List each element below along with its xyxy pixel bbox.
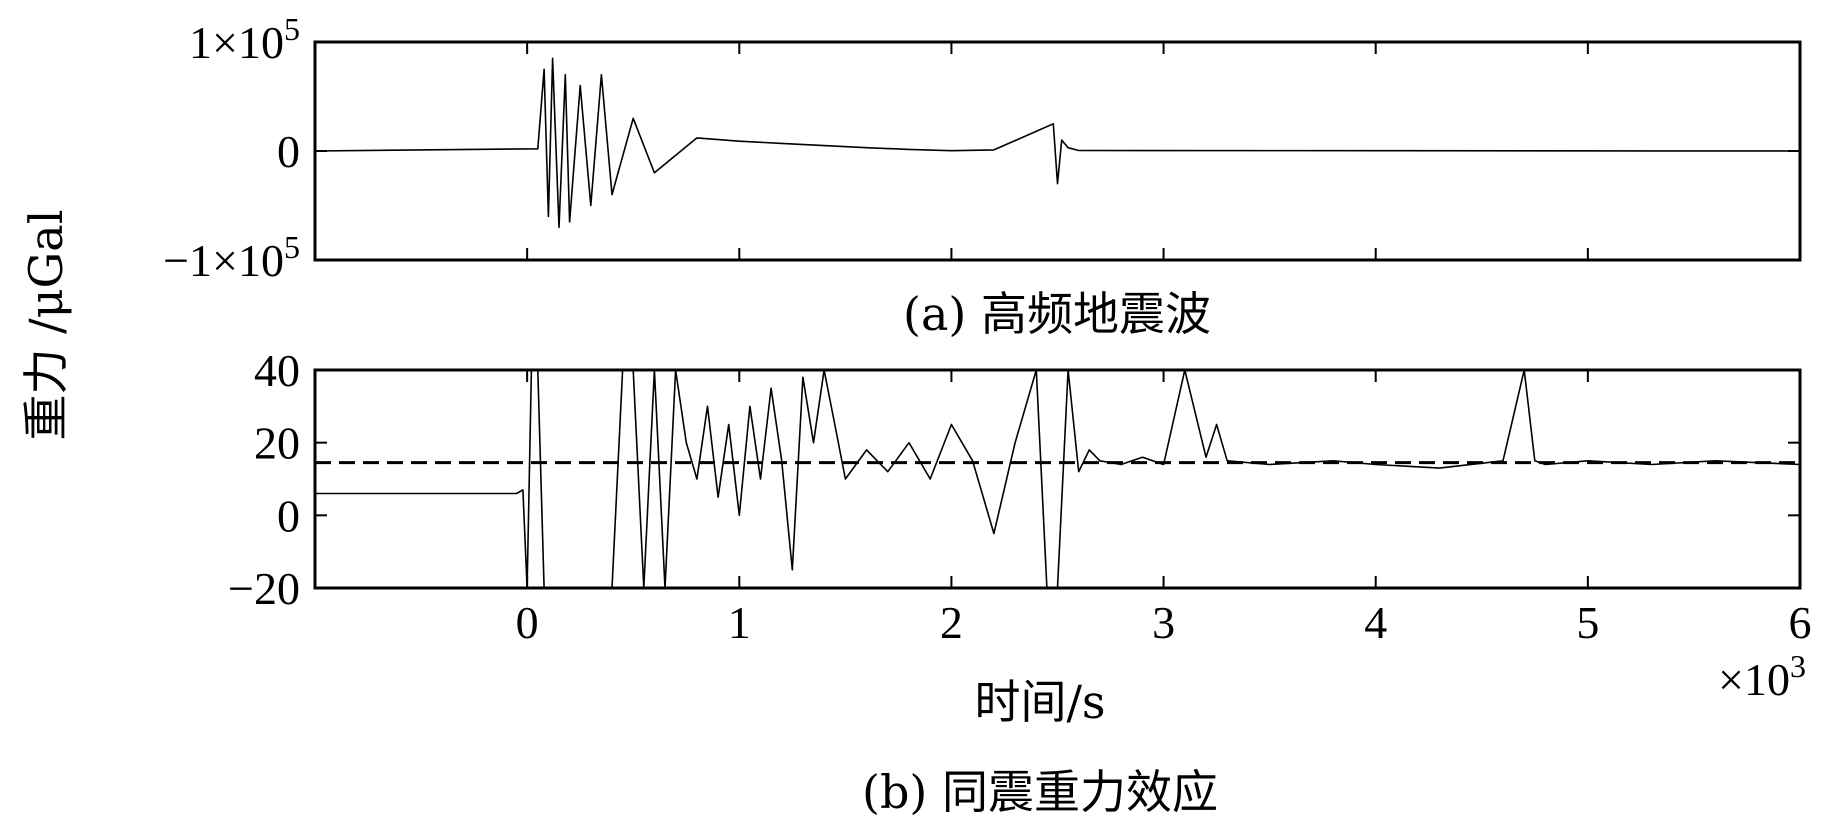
y-axis-label: 重力 /μGal	[19, 210, 73, 441]
x-axis-label: 时间/s	[974, 675, 1105, 729]
panel-b-plot-area	[315, 369, 1801, 589]
y-tick-label-times: ×	[212, 17, 238, 68]
y-tick-label-exp: 5	[284, 11, 300, 47]
panel-b-ticks	[315, 369, 1801, 589]
panel-b-x-tick-labels: 0 1 2 3 4 5 6	[516, 597, 1812, 648]
x-tick-label: 4	[1364, 597, 1387, 648]
x-axis-multiplier: ×103	[1718, 648, 1806, 705]
y-tick-label: 40	[254, 345, 300, 396]
y-tick-label: −1×105	[163, 229, 300, 286]
x-tick-label: 6	[1789, 597, 1812, 648]
panel-b-y-tick-labels: 40 20 0 −20	[228, 345, 300, 614]
x-tick-label: 2	[940, 597, 963, 648]
panel-b: 40 20 0 −20 0 1 2 3 4 5 6	[228, 345, 1811, 648]
panel-a-plot-area	[314, 57, 1801, 229]
y-tick-label: 20	[254, 418, 300, 469]
x-tick-label: 5	[1576, 597, 1599, 648]
y-tick-label: 0	[277, 490, 300, 541]
y-tick-label-times: ×	[212, 235, 238, 286]
y-tick-label-base: 10	[238, 235, 284, 286]
x-tick-label: 0	[516, 597, 539, 648]
series-line-solid	[315, 369, 1801, 589]
y-tick-label: 0	[277, 126, 300, 177]
y-tick-label-text: 0	[277, 126, 300, 177]
x-axis-multiplier-base: ×10	[1718, 654, 1790, 705]
x-axis-multiplier-exp: 3	[1790, 648, 1806, 684]
y-tick-label: −20	[228, 563, 300, 614]
y-tick-label-exp: 5	[284, 229, 300, 265]
x-tick-label: 3	[1152, 597, 1175, 648]
y-tick-label: 1×105	[189, 11, 300, 68]
x-tick-label: 1	[728, 597, 751, 648]
series-line-solid	[314, 57, 1801, 229]
panel-a-ticks	[314, 41, 1801, 261]
caption-a: (a) 高频地震波	[903, 287, 1211, 341]
y-tick-label-mantissa: −1	[163, 235, 212, 286]
y-tick-label-base: 10	[238, 17, 284, 68]
panel-b-frame	[313, 368, 1802, 590]
y-tick-label-mantissa: 1	[189, 17, 212, 68]
caption-b: (b) 同震重力效应	[862, 765, 1218, 819]
